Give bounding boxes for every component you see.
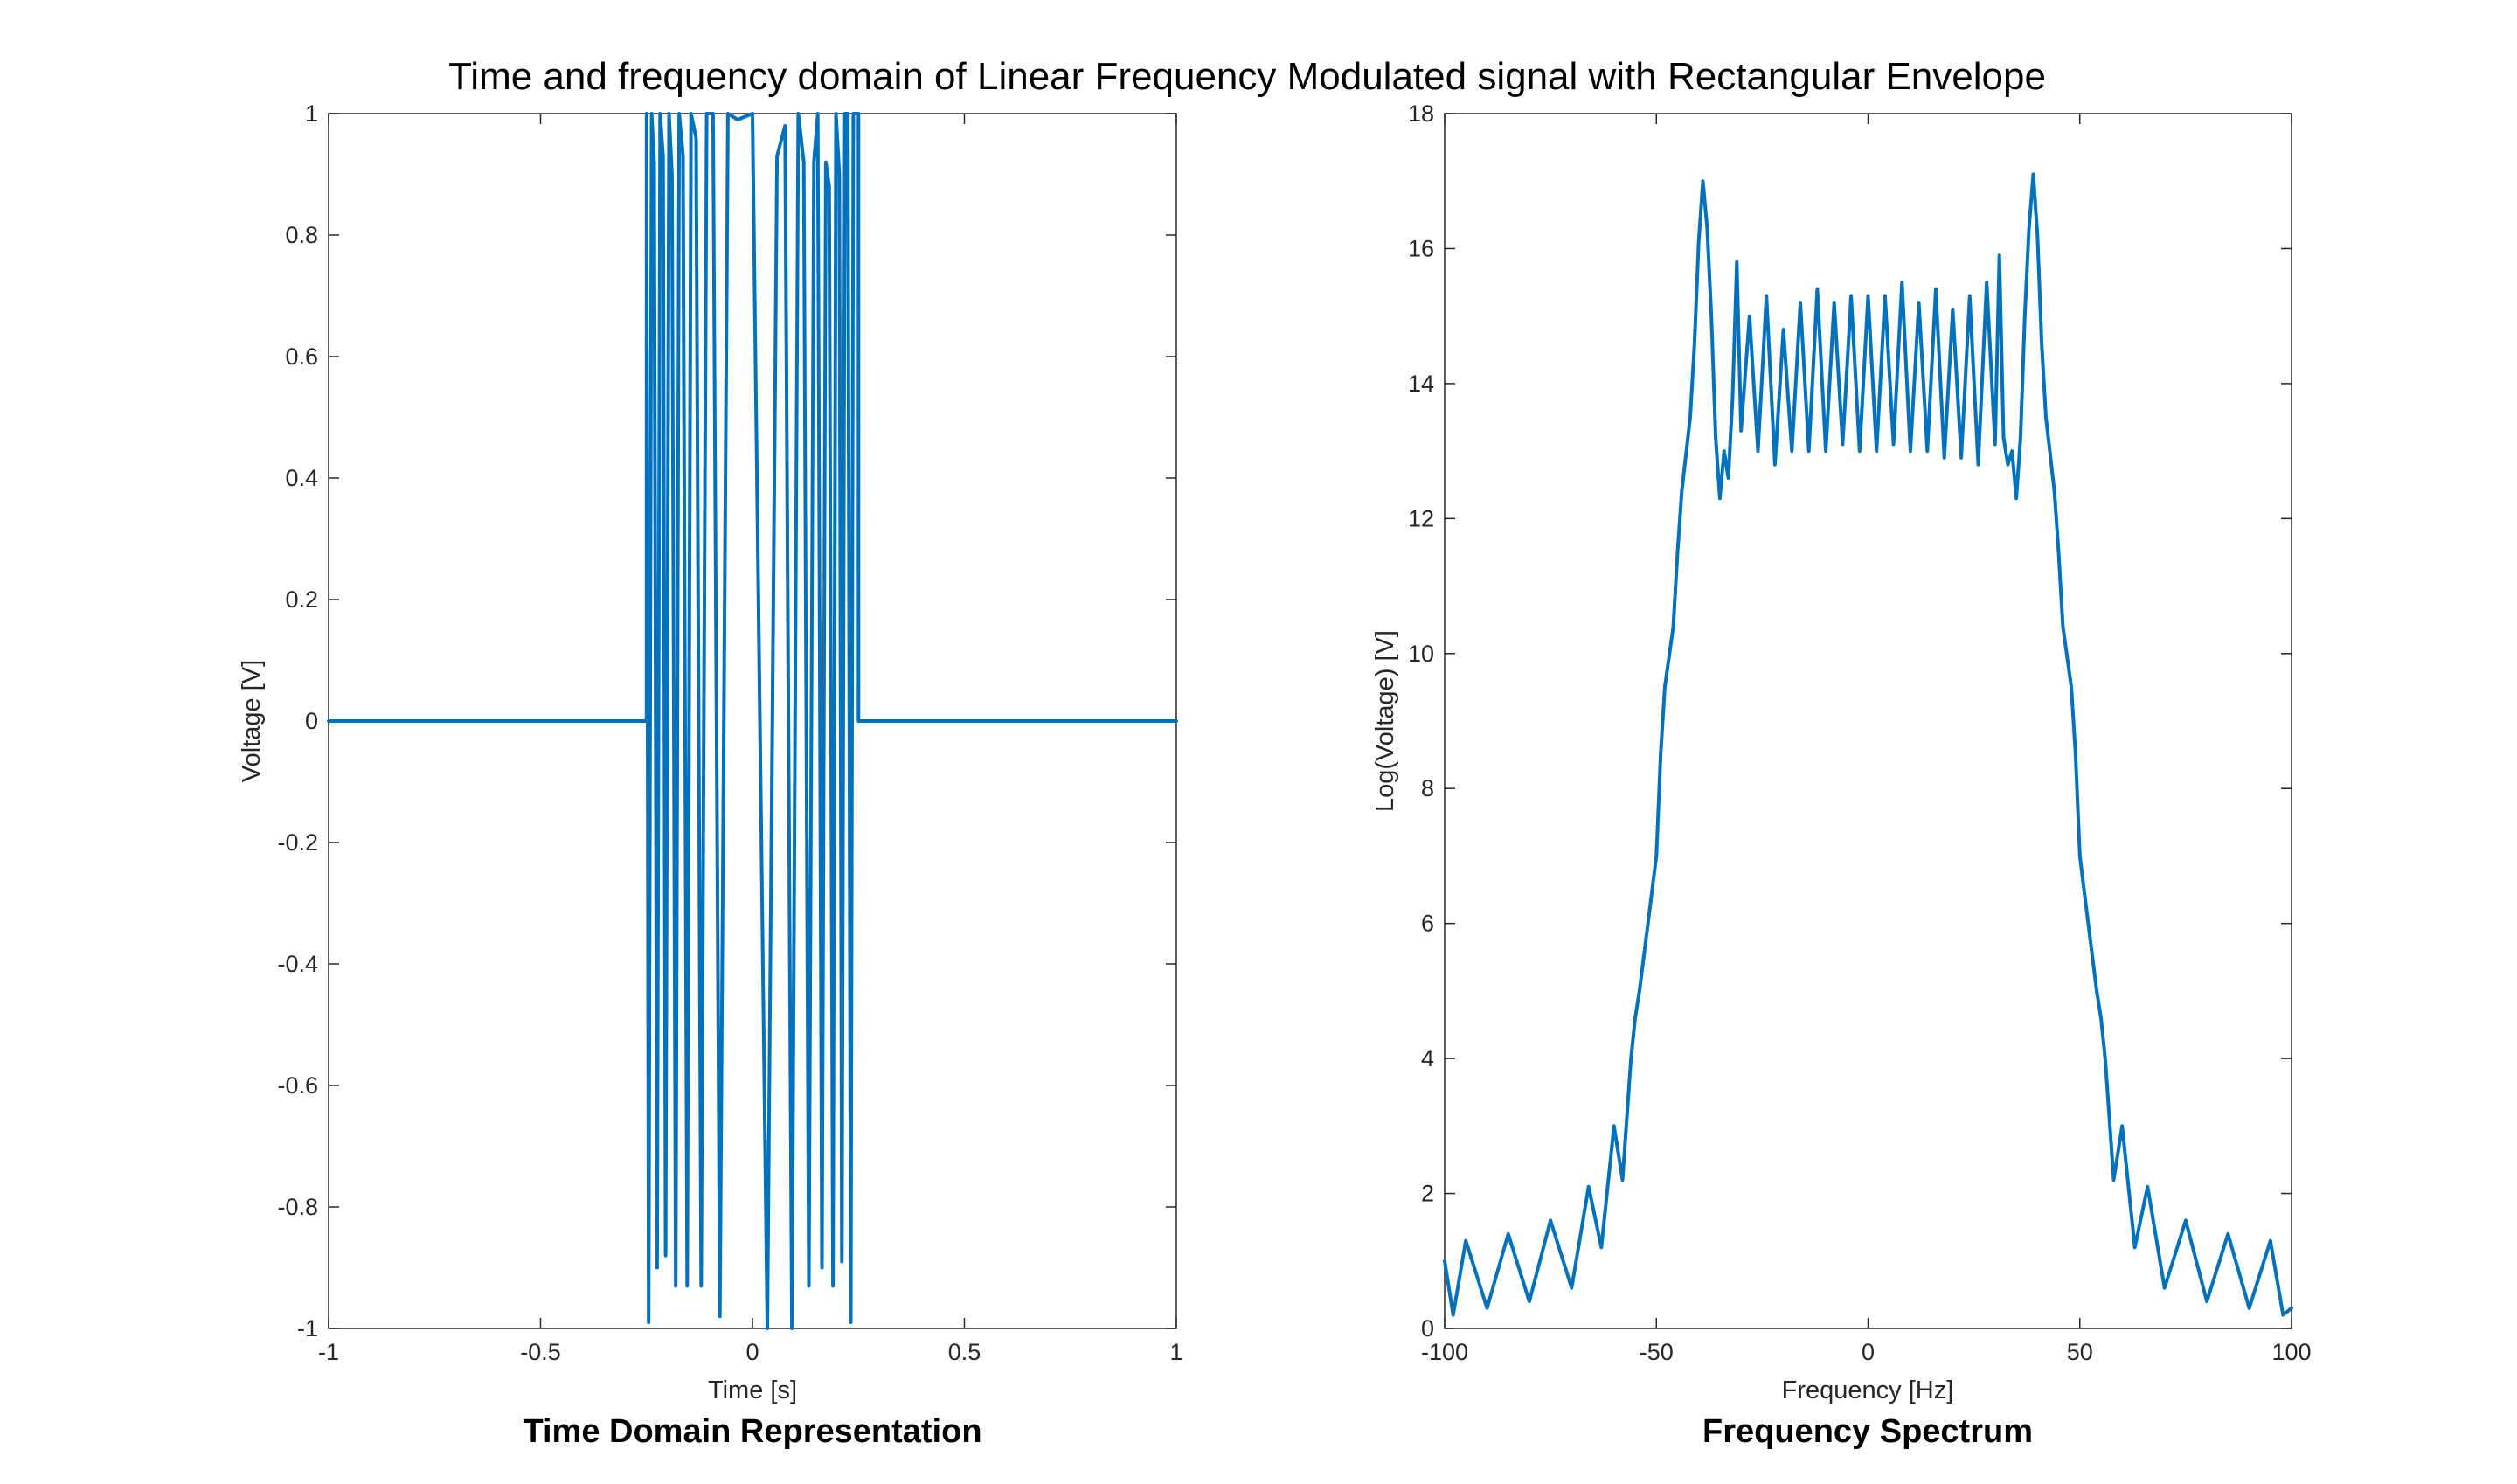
time-domain-xtick-label: 1 [1169, 1339, 1182, 1365]
frequency-spectrum-ytick-label: 16 [1408, 235, 1434, 261]
frequency-spectrum-series-line [1443, 172, 2293, 1317]
frequency-spectrum-caption: Frequency Spectrum [1702, 1413, 2033, 1450]
frequency-spectrum-xlabel: Frequency [Hz] [1782, 1377, 1954, 1404]
frequency-spectrum-xtick-label: -100 [1421, 1339, 1468, 1365]
frequency-spectrum-ytick-label: 8 [1421, 775, 1434, 801]
time-domain-ytick-label: -0.2 [277, 829, 318, 856]
time-domain-ytick-label: -1 [297, 1315, 318, 1342]
time-domain-ytick-label: 0.2 [285, 586, 318, 613]
time-domain-ytick-label: 0.4 [285, 465, 318, 491]
frequency-spectrum-ytick-label: 10 [1408, 641, 1434, 667]
time-domain-ytick-label: 0.6 [285, 343, 318, 370]
time-domain-series-line [327, 112, 1178, 1330]
frequency-spectrum-ytick-label: 2 [1421, 1181, 1434, 1207]
frequency-spectrum-ytick-label: 4 [1421, 1045, 1434, 1071]
frequency-spectrum-ytick-label: 12 [1408, 505, 1434, 531]
time-domain-axes: Time Domain Representation Time [s] Volt… [238, 101, 1183, 1450]
time-domain-ytick-label: 0 [305, 708, 318, 734]
time-domain-ytick-label: -0.4 [277, 951, 318, 977]
time-domain-ylabel: Voltage [V] [238, 660, 266, 782]
time-domain-xlabel: Time [s] [708, 1377, 797, 1404]
frequency-spectrum-ylabel: Log(Voltage) [V] [1371, 630, 1399, 812]
time-domain-xtick-label: -0.5 [520, 1339, 561, 1365]
frequency-spectrum-ytick-label: 18 [1408, 101, 1434, 127]
figure-title: Time and frequency domain of Linear Freq… [448, 55, 2046, 98]
time-domain-ytick-label: 1 [305, 101, 318, 127]
time-domain-xtick-label: -1 [318, 1339, 339, 1365]
time-domain-ytick-label: -0.6 [277, 1072, 318, 1099]
time-domain-xtick-label: 0.5 [948, 1339, 981, 1365]
frequency-spectrum-xtick-label: 50 [2067, 1339, 2093, 1365]
frequency-spectrum-axes: Frequency Spectrum Frequency [Hz] Log(Vo… [1371, 101, 2312, 1450]
frequency-spectrum-ytick-label: 14 [1408, 371, 1434, 397]
frequency-spectrum-xtick-label: -50 [1640, 1339, 1674, 1365]
time-domain-ytick-label: 0.8 [285, 222, 318, 248]
frequency-spectrum-xtick-label: 100 [2271, 1339, 2311, 1365]
time-domain-caption: Time Domain Representation [523, 1413, 981, 1450]
frequency-spectrum-ytick-label: 0 [1421, 1315, 1434, 1342]
frequency-spectrum-xtick-label: 0 [1862, 1339, 1875, 1365]
time-domain-xtick-label: 0 [745, 1339, 759, 1365]
frequency-spectrum-ytick-label: 6 [1421, 911, 1434, 937]
time-domain-ytick-label: -0.8 [277, 1194, 318, 1220]
